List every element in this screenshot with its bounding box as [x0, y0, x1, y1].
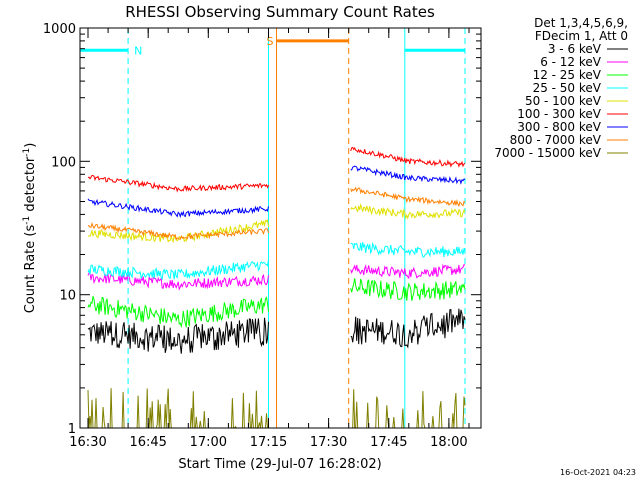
series-1-segment-1 [350, 263, 466, 280]
legend-label-5: 100 - 300 keV [517, 107, 601, 121]
flag-label-N: N [134, 44, 142, 57]
series-5-segment-1 [350, 146, 466, 168]
legend-label-7: 800 - 7000 keV [510, 133, 602, 147]
series-2-segment-1 [350, 278, 466, 301]
legend-header-line-1: Det 1,3,4,5,6,9, [534, 16, 628, 30]
series-4-segment-0 [87, 219, 269, 244]
chart-title: RHESSI Observing Summary Count Rates [125, 3, 435, 21]
y-tick-label-1: 10 [59, 289, 76, 304]
y-tick-label-3: 1000 [43, 22, 76, 37]
legend-header-line-2: FDecim 1, Att 0 [535, 29, 628, 43]
series-6-segment-0 [87, 198, 269, 219]
series-3-segment-1 [350, 241, 466, 258]
series-4-segment-1 [350, 202, 466, 220]
x-tick-label-3: 17:15 [250, 435, 287, 450]
series-1-segment-0 [87, 272, 269, 291]
series-0-segment-1 [350, 308, 466, 349]
x-tick-label-2: 17:00 [190, 435, 227, 450]
series-6-segment-1 [350, 165, 466, 185]
x-tick-label-5: 17:45 [370, 435, 407, 450]
legend-label-1: 6 - 12 keV [540, 55, 602, 69]
plot-frame [79, 27, 482, 429]
x-tick-label-6: 18:00 [430, 435, 467, 450]
legend-label-6: 300 - 800 keV [517, 120, 601, 134]
footer-timestamp: 16-Oct-2021 04:23 [560, 468, 636, 477]
series-2-segment-0 [87, 296, 269, 329]
series-7-segment-1 [350, 186, 466, 208]
legend-label-8: 7000 - 15000 keV [494, 146, 601, 160]
x-tick-label-1: 16:45 [129, 435, 166, 450]
axes: 1 10 100 1000 16:30 16:45 17:00 17:15 17:30 17:45… [43, 22, 481, 450]
flag-label-S: S [267, 35, 274, 48]
legend: Det 1,3,4,5,6,9, FDecim 1, Att 0 3 - 6 k… [494, 16, 628, 160]
series-5-segment-0 [87, 174, 269, 193]
y-tick-label-0: 1 [68, 422, 76, 437]
legend-label-3: 25 - 50 keV [533, 81, 602, 95]
x-tick-label-0: 16:30 [69, 435, 106, 450]
legend-label-4: 50 - 100 keV [525, 94, 602, 108]
series-0-segment-0 [87, 317, 269, 354]
series-3-segment-0 [87, 259, 269, 281]
y-axis-label: Count Rate (s-1 detector-1) [22, 143, 38, 314]
x-axis-label: Start Time (29-Jul-07 16:28:02) [178, 457, 381, 472]
y-tick-label-2: 100 [51, 155, 76, 170]
legend-label-2: 12 - 25 keV [533, 68, 602, 82]
series-7-segment-0 [87, 221, 269, 241]
x-tick-label-4: 17:30 [310, 435, 347, 450]
legend-label-0: 3 - 6 keV [548, 42, 602, 56]
